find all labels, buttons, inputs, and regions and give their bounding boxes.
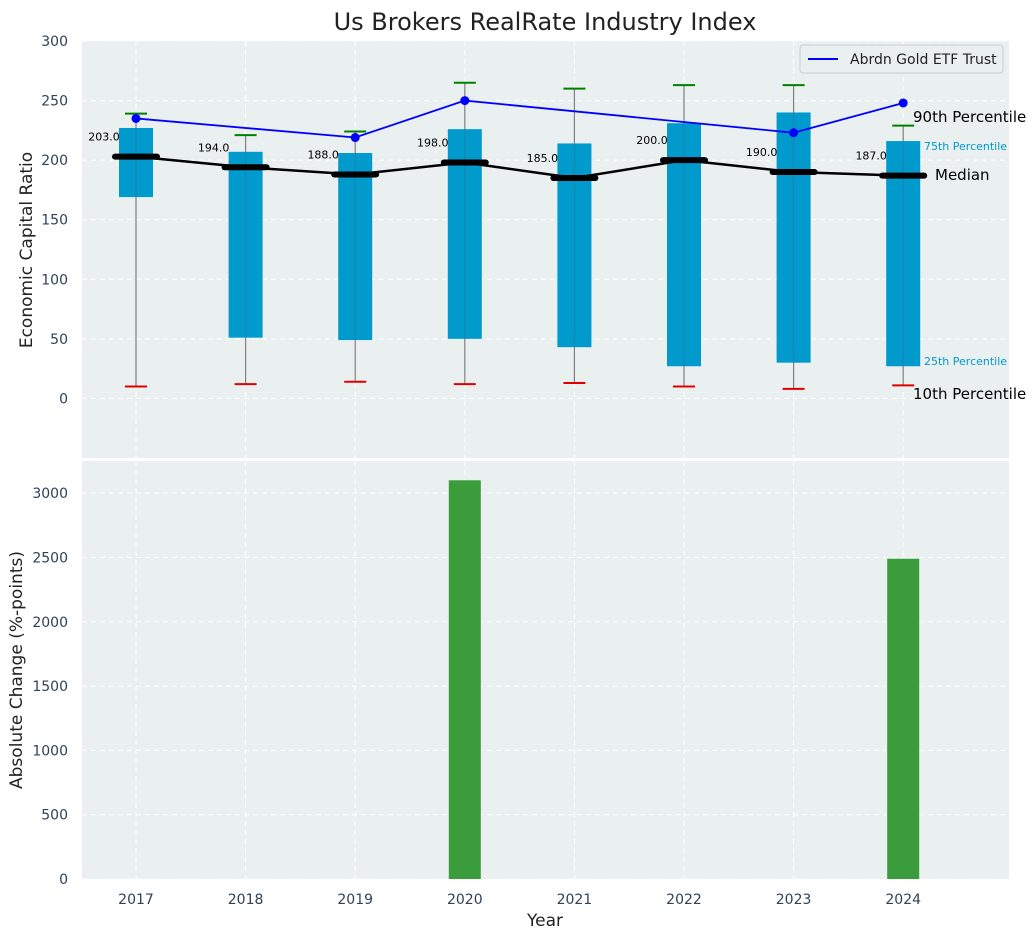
y-tick-label: 200 (41, 153, 68, 169)
y-tick-label: 3000 (32, 486, 68, 502)
bottom-y-axis-label: Absolute Change (%-points) (7, 551, 27, 789)
x-axis-label: Year (526, 911, 563, 931)
x-tick-label: 2017 (118, 892, 154, 908)
x-tick-label: 2021 (557, 892, 593, 908)
median-value-label: 200.0 (636, 134, 668, 147)
p90-annotation: 90th Percentile (913, 108, 1026, 126)
series-point (789, 128, 799, 138)
median-value-label: 187.0 (855, 150, 887, 163)
median-value-label: 188.0 (307, 148, 339, 161)
median-annotation: Median (935, 166, 990, 184)
x-tick-label: 2023 (776, 892, 812, 908)
bar (448, 480, 481, 879)
median-value-label: 198.0 (417, 137, 449, 150)
median-value-label: 203.0 (88, 131, 120, 144)
y-tick-label: 2000 (32, 615, 68, 631)
x-tick-label: 2020 (447, 892, 483, 908)
median-value-label: 194.0 (198, 141, 230, 154)
y-tick-label: 0 (59, 872, 68, 888)
median-value-label: 190.0 (746, 146, 778, 159)
legend: Abrdn Gold ETF Trust (799, 44, 1004, 74)
series-point (460, 96, 470, 106)
top-plot-area (82, 41, 1009, 458)
p25-annotation: 25th Percentile (924, 355, 1007, 368)
series-line-group (131, 96, 908, 143)
x-tick-labels: 2017 2018 2019 2020 2021 2022 2023 2024 (118, 892, 921, 908)
median-value-label: 185.0 (527, 152, 559, 165)
y-tick-label: 1500 (32, 679, 68, 695)
bar (887, 558, 920, 879)
x-tick-label: 2019 (337, 892, 373, 908)
y-tick-label: 2500 (32, 550, 68, 566)
y-tick-label: 50 (50, 332, 68, 348)
x-tick-label: 2024 (885, 892, 921, 908)
y-tick-label: 1000 (32, 743, 68, 759)
y-tick-label: 0 (59, 391, 68, 407)
p75-annotation: 75th Percentile (924, 140, 1007, 153)
series-point (350, 133, 360, 143)
chart-title: Us Brokers RealRate Industry Index (334, 8, 757, 36)
x-tick-label: 2018 (228, 892, 264, 908)
y-tick-label: 300 (41, 34, 68, 50)
bottom-y-tick-labels: 0 500 1000 1500 2000 2500 3000 (32, 486, 68, 888)
p10-annotation: 10th Percentile (913, 385, 1026, 403)
y-tick-label: 250 (41, 94, 68, 110)
legend-box (799, 44, 1004, 74)
bottom-plot-area (82, 461, 1009, 879)
bar-group (448, 480, 920, 879)
y-tick-label: 100 (41, 272, 68, 288)
top-y-axis-label: Economic Capital Ratio (17, 152, 37, 348)
legend-entry: Abrdn Gold ETF Trust (850, 52, 997, 68)
top-y-tick-labels: 0 50 100 150 200 250 300 (41, 34, 68, 407)
series-point (131, 113, 141, 123)
x-tick-label: 2022 (666, 892, 702, 908)
y-tick-label: 150 (41, 213, 68, 229)
y-tick-label: 500 (41, 808, 68, 824)
median-line-group: 203.0 194.0 188.0 198.0 185.0 200.0 190.0 187.0 (88, 131, 928, 182)
series-point (898, 98, 908, 108)
